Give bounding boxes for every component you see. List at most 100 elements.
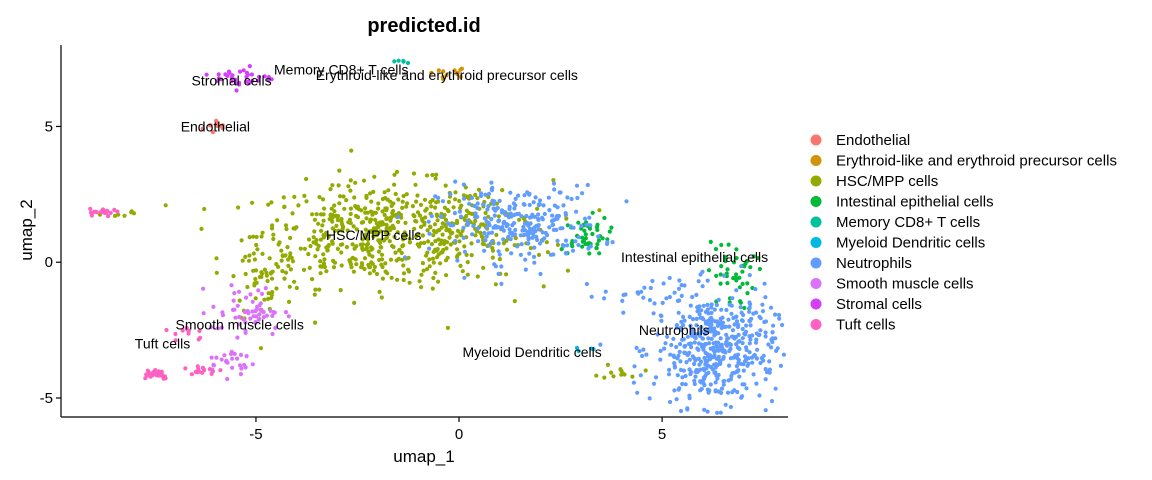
data-point [713,247,719,252]
data-point [455,228,460,233]
data-point [708,353,713,358]
data-point [363,227,368,232]
data-point [436,279,441,284]
data-point [264,270,269,275]
data-point [748,323,753,328]
data-point [235,335,240,340]
data-point [734,319,740,324]
data-point [677,278,682,283]
data-point [699,325,704,330]
data-point [400,257,405,262]
data-point [493,282,498,287]
data-point [234,88,239,93]
data-point [108,210,113,215]
data-point [233,315,238,320]
data-point [757,393,762,398]
data-point [740,326,745,332]
data-point [233,81,238,86]
data-point [475,214,480,219]
data-point [348,188,353,193]
data-point [397,248,402,253]
data-point [522,202,527,207]
data-point [584,222,589,227]
data-point [748,265,753,270]
data-point [257,274,262,280]
data-point [413,218,418,224]
data-point [534,223,539,228]
data-point [574,209,579,214]
data-point [201,311,206,316]
data-point [495,205,500,211]
data-point [258,301,263,306]
data-point [666,372,672,377]
data-point [283,223,289,228]
data-point [705,278,710,283]
data-point [271,310,276,315]
data-point [296,203,301,208]
data-point [219,357,224,362]
legend-label: Endothelial [836,132,910,149]
data-point [531,254,537,259]
data-point [455,247,460,252]
data-point [715,322,721,328]
data-point [360,242,365,247]
data-point [418,224,424,229]
cluster-label: Smooth muscle cells [176,317,304,333]
data-point [237,363,243,368]
data-point [551,178,556,183]
data-point [337,201,342,206]
legend: Endothelial Erythroid-like and erythroid … [810,132,1117,334]
data-point [563,238,569,243]
data-point [555,205,560,210]
data-point [507,227,512,232]
data-point [747,305,752,310]
data-point [494,224,499,229]
data-point [661,281,666,286]
cluster-label: Endothelial [181,118,250,134]
data-point [248,316,253,321]
data-point [662,346,667,351]
data-point [290,211,295,216]
data-point [429,70,434,75]
data-point [485,207,490,212]
data-point [392,182,397,187]
data-point [729,311,734,316]
data-point [542,211,547,217]
data-point [400,244,405,249]
data-point [558,190,563,195]
data-point [530,212,535,217]
data-point [422,222,427,227]
data-point [238,372,243,377]
data-point [274,286,279,291]
data-point [763,334,768,339]
data-point [378,229,383,234]
data-point [696,279,701,284]
data-point [718,336,723,341]
data-point [769,337,774,342]
data-point [747,350,752,355]
series-6-points [396,179,787,415]
data-point [720,349,725,354]
data-point [685,406,690,411]
data-point [681,368,687,373]
data-point [699,359,704,364]
data-point [481,202,486,207]
data-point [163,376,168,381]
data-point [655,332,660,337]
data-point [435,247,440,252]
data-point [444,246,449,251]
data-point [698,272,703,277]
data-point [487,243,492,248]
data-point [709,305,714,310]
data-point [724,332,729,337]
data-point [413,182,418,187]
data-point [508,211,513,216]
data-point [708,346,713,351]
data-point [507,204,512,209]
data-point [471,223,476,228]
data-point [542,236,547,241]
data-point [780,322,785,328]
data-point [380,209,385,214]
data-point [760,302,765,307]
data-point [595,242,600,247]
